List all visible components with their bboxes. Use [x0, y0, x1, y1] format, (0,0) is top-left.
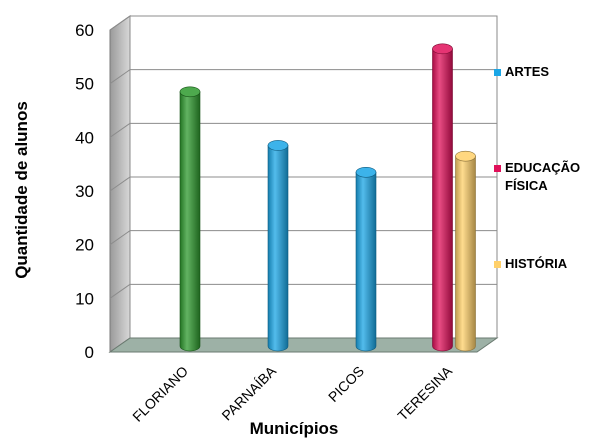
bar-top: [432, 43, 453, 55]
gridline-side: [109, 230, 131, 246]
bar-body: [355, 171, 377, 352]
y-tick-label: 60: [75, 21, 94, 40]
x-tick-label: TERESINA: [394, 362, 455, 423]
gridline-side: [109, 283, 131, 299]
legend-label: HISTÓRIA: [505, 256, 568, 271]
bar-top: [179, 86, 201, 98]
bar: [267, 140, 289, 352]
y-tick-label: 0: [85, 343, 94, 362]
y-tick-label: 20: [75, 236, 94, 255]
bar-top: [455, 150, 476, 162]
legend-label: EDUCAÇÃO: [505, 160, 580, 175]
bar: [432, 43, 453, 352]
bar-body: [455, 155, 476, 352]
legend: ARTES EDUCAÇÃO FÍSICA HISTÓRIA: [494, 64, 580, 271]
floor: [108, 337, 499, 353]
y-tick-label: 50: [75, 75, 94, 94]
bar-body: [267, 145, 289, 352]
bar: [455, 150, 476, 352]
x-axis-title: Municípios: [250, 419, 339, 438]
legend-swatch: [494, 165, 501, 172]
gridline-side: [109, 122, 131, 138]
bar: [355, 166, 377, 352]
legend-label: FÍSICA: [505, 178, 548, 193]
bar-top: [355, 166, 377, 178]
y-tick-label: 10: [75, 289, 94, 308]
gridline-side: [109, 176, 131, 192]
legend-swatch: [494, 261, 501, 268]
bar: [179, 86, 201, 352]
x-tick-label: FLORIANO: [129, 363, 191, 425]
y-tick-labels: 0 10 20 30 40 50 60: [75, 21, 94, 362]
legend-label: ARTES: [505, 64, 549, 79]
bar-top: [267, 140, 289, 151]
y-axis-title: Quantidade de alunos: [12, 101, 31, 279]
x-tick-label: PICOS: [325, 363, 367, 405]
y-tick-label: 40: [75, 128, 94, 147]
x-tick-label: PARNAÍBA: [218, 362, 279, 423]
bar-body: [432, 48, 453, 352]
gridline-side: [109, 15, 131, 31]
bar-body: [179, 91, 201, 352]
legend-swatch: [494, 69, 501, 76]
x-tick-labels: FLORIANO PARNAÍBA PICOS TERESINA: [129, 362, 455, 424]
y-tick-label: 30: [75, 182, 94, 201]
gridline-side: [109, 69, 131, 85]
bars: [179, 43, 476, 352]
